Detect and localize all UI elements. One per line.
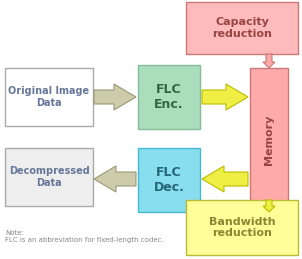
FancyBboxPatch shape [186,2,298,54]
FancyBboxPatch shape [5,148,93,206]
FancyBboxPatch shape [5,68,93,126]
Text: Decompressed
Data: Decompressed Data [9,166,89,188]
Text: FLC
Dec.: FLC Dec. [153,166,185,194]
Text: Original Image
Data: Original Image Data [8,86,90,108]
FancyBboxPatch shape [250,68,288,212]
Polygon shape [263,54,275,68]
Text: Bandwidth
reduction: Bandwidth reduction [209,217,275,238]
Polygon shape [94,166,136,192]
FancyBboxPatch shape [138,65,200,129]
Polygon shape [202,166,248,192]
Polygon shape [94,84,136,110]
Text: FLC
Enc.: FLC Enc. [154,83,184,111]
FancyBboxPatch shape [186,200,298,255]
Text: Memory: Memory [264,115,274,165]
Polygon shape [202,84,248,110]
FancyBboxPatch shape [138,148,200,212]
Polygon shape [263,200,275,212]
Text: Capacity
reduction: Capacity reduction [212,17,272,39]
Text: Note:
FLC is an abbreviation for fixed-length codec.: Note: FLC is an abbreviation for fixed-l… [5,230,164,243]
